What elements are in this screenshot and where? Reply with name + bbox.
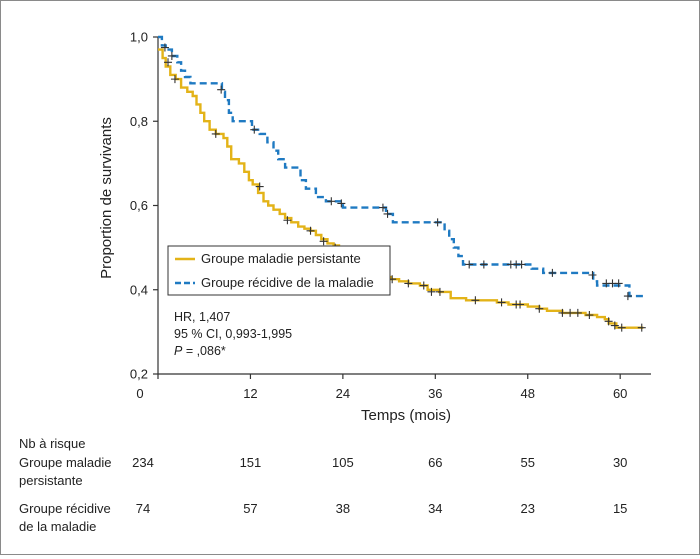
y-tick-label: 1,0	[130, 30, 148, 45]
p-value-label: P	[174, 344, 183, 358]
censor-mark	[319, 237, 328, 246]
risk-values: 234 151 105 66 55 30 74 57 38 34 23 15	[132, 455, 627, 516]
censor-mark	[217, 85, 226, 94]
risk-row-label-recidive-line1: Groupe récidive	[19, 501, 111, 516]
censor-mark	[383, 209, 392, 218]
censor-mark	[637, 323, 646, 332]
censor-mark	[465, 260, 474, 269]
censor-mark	[404, 279, 413, 288]
risk-value: 38	[336, 501, 350, 516]
legend-label-recidive: Groupe récidive de la maladie	[201, 275, 374, 290]
censor-mark	[164, 58, 173, 67]
censor-mark	[170, 75, 179, 84]
risk-value: 30	[613, 455, 627, 470]
x-tick-label: 24	[336, 386, 350, 401]
censor-mark	[566, 308, 575, 317]
censor-mark	[160, 43, 169, 52]
censor-mark	[306, 226, 315, 235]
censor-mark	[471, 296, 480, 305]
risk-value: 34	[428, 501, 442, 516]
censor-mark	[378, 203, 387, 212]
confidence-interval: 95 % CI, 0,993-1,995	[174, 327, 292, 341]
risk-value: 66	[428, 455, 442, 470]
x-ticks: 0 12 24 36 48 60	[136, 374, 627, 401]
censor-mark	[623, 292, 632, 301]
x-tick-label: 0	[136, 386, 143, 401]
censor-mark	[250, 125, 259, 134]
censor-mark	[337, 199, 346, 208]
x-tick-label: 12	[243, 386, 257, 401]
censor-mark	[558, 308, 567, 317]
x-tick-label: 60	[613, 386, 627, 401]
censor-mark	[585, 311, 594, 320]
p-value: P = ,086*	[174, 344, 226, 358]
censor-mark	[610, 321, 619, 330]
hazard-ratio: HR, 1,407	[174, 310, 230, 324]
y-tick-label: 0,4	[130, 282, 148, 297]
legend-label-persistante: Groupe maladie persistante	[201, 251, 361, 266]
censor-mark	[211, 129, 220, 138]
x-tick-label: 36	[428, 386, 442, 401]
censor-mark	[614, 279, 623, 288]
censor-mark	[497, 298, 506, 307]
censor-mark	[327, 197, 336, 206]
censor-mark	[535, 304, 544, 313]
risk-value: 74	[136, 501, 150, 516]
stats-annotation: HR, 1,407 95 % CI, 0,993-1,995 P = ,086*	[174, 310, 292, 358]
censor-mark	[548, 268, 557, 277]
y-tick-label: 0,8	[130, 114, 148, 129]
risk-row-label-persistante-line1: Groupe maladie	[19, 455, 112, 470]
censor-mark	[255, 182, 264, 191]
series-line-0	[158, 48, 644, 329]
y-ticks: 1,0 0,8 0,6 0,4 0,2	[130, 30, 158, 382]
risk-row-label-recidive-line2: de la maladie	[19, 519, 96, 534]
censor-mark	[479, 260, 488, 269]
censor-mark	[435, 287, 444, 296]
censor-mark	[167, 51, 176, 60]
censor-mark	[573, 308, 582, 317]
risk-row-label-persistante-line2: persistante	[19, 473, 83, 488]
censor-mark	[516, 300, 525, 309]
risk-value: 234	[132, 455, 154, 470]
legend: Groupe maladie persistante Groupe récidi…	[167, 245, 391, 296]
risk-value: 57	[243, 501, 257, 516]
censor-mark	[517, 260, 526, 269]
p-value-number: = ,086*	[182, 344, 226, 358]
y-axis-title: Proportion de survivants	[98, 117, 115, 279]
censor-mark	[588, 271, 597, 280]
censor-mark	[419, 281, 428, 290]
censor-mark	[617, 323, 626, 332]
censor-mark	[427, 287, 436, 296]
y-tick-label: 0,6	[130, 198, 148, 213]
risk-value: 151	[240, 455, 262, 470]
x-tick-label: 48	[521, 386, 535, 401]
y-tick-label: 0,2	[130, 367, 148, 382]
censor-mark	[433, 218, 442, 227]
risk-table: Nb à risque Groupe maladie persistante G…	[19, 436, 627, 534]
risk-value: 55	[521, 455, 535, 470]
risk-value: 15	[613, 501, 627, 516]
censor-mark	[283, 216, 292, 225]
x-axis-title: Temps (mois)	[361, 407, 451, 424]
series-line-1	[158, 35, 644, 298]
risk-value: 23	[521, 501, 535, 516]
legend-box	[167, 245, 391, 296]
censor-mark	[604, 317, 613, 326]
risk-table-header: Nb à risque	[19, 436, 85, 451]
risk-value: 105	[332, 455, 354, 470]
